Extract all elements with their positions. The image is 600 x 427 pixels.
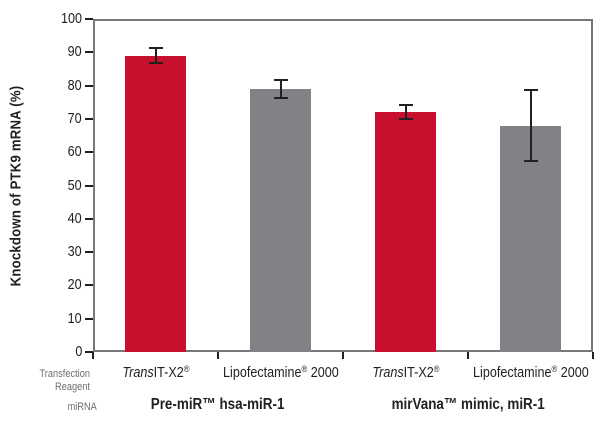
error-bar-line xyxy=(154,48,157,63)
y-axis-tick-label-text: 60 xyxy=(67,143,82,161)
y-axis-tick xyxy=(85,84,93,87)
x-axis-label-text: TransIT-X2® xyxy=(371,364,440,382)
x-axis-tick xyxy=(467,352,469,359)
y-axis-tick-label: 10 xyxy=(36,310,82,328)
x-axis-label-text: Lipofectamine® 2000 xyxy=(222,364,339,382)
y-axis-tick-label: 70 xyxy=(36,110,82,128)
y-axis-tick-label-text: 100 xyxy=(60,10,82,27)
y-axis-tick-label-text: 90 xyxy=(67,43,82,61)
bar xyxy=(375,112,436,352)
y-axis-title: Knockdown of PTK9 mRNA (%) xyxy=(7,85,25,287)
row-label-transfection-reagent: Transfection Reagent xyxy=(0,368,90,394)
x-axis-tick xyxy=(342,352,344,359)
y-axis-tick-label: 60 xyxy=(36,143,82,161)
y-axis-tick xyxy=(85,284,93,287)
error-bar-line xyxy=(404,105,407,120)
y-axis-tick-label-text: 10 xyxy=(67,309,82,327)
y-axis-tick-label: 20 xyxy=(36,276,82,294)
y-axis-tick xyxy=(85,317,93,320)
x-axis-label-text: TransIT-X2® xyxy=(121,364,190,382)
bar xyxy=(125,55,186,352)
x-axis-label: TransIT-X2® xyxy=(331,360,481,382)
error-bar-cap-top xyxy=(523,88,538,91)
error-bar-line xyxy=(279,79,282,98)
y-axis-tick xyxy=(85,117,93,120)
y-axis-tick-label-text: 70 xyxy=(67,109,82,127)
mirna-group-label: Pre-miR™ hsa-miR-1 xyxy=(103,396,333,414)
x-axis-label: TransIT-X2® xyxy=(81,360,231,382)
y-axis-tick xyxy=(85,251,93,254)
row-label-mirna-text: miRNA xyxy=(67,401,97,413)
y-axis-tick-label-text: 40 xyxy=(67,209,82,227)
y-axis-tick-label-text: 20 xyxy=(67,276,82,294)
x-axis-label: Lipofectamine® 2000 xyxy=(456,360,600,382)
error-bar-cap-top xyxy=(398,104,413,107)
error-bar-cap-top xyxy=(273,78,288,81)
y-axis-tick-label-text: 0 xyxy=(74,343,82,360)
error-bar-line xyxy=(529,89,532,162)
mirna-group-label-text: Pre-miR™ hsa-miR-1 xyxy=(151,396,285,413)
y-axis-tick-label: 40 xyxy=(36,210,82,228)
x-axis-tick xyxy=(92,352,94,359)
y-axis-tick xyxy=(85,151,93,154)
y-axis-tick xyxy=(85,217,93,220)
y-axis-tick-label: 90 xyxy=(36,43,82,61)
y-axis-tick-label: 30 xyxy=(36,243,82,261)
y-axis-tick xyxy=(85,351,93,353)
mirna-group-label-text: mirVana™ mimic, miR-1 xyxy=(391,396,545,413)
x-axis-label-text: Lipofectamine® 2000 xyxy=(472,364,589,382)
y-axis-tick xyxy=(85,51,93,54)
bar xyxy=(500,125,561,352)
error-bar-cap-bottom xyxy=(398,118,413,121)
error-bar-cap-top xyxy=(148,47,163,50)
x-axis-label: Lipofectamine® 2000 xyxy=(206,360,356,382)
y-axis-tick-label-text: 80 xyxy=(67,76,82,94)
x-axis-tick xyxy=(592,352,594,359)
y-axis-tick-label: 50 xyxy=(36,177,82,195)
bar xyxy=(250,88,311,352)
y-axis-tick-label: 80 xyxy=(36,77,82,95)
y-axis-tick xyxy=(85,184,93,187)
mirna-group-label: mirVana™ mimic, miR-1 xyxy=(353,396,583,414)
row-label-transfection-reagent-text: Transfection Reagent xyxy=(39,368,90,393)
x-axis-tick xyxy=(217,352,219,359)
row-label-mirna: miRNA xyxy=(0,401,97,414)
y-axis-tick-label: 100 xyxy=(36,10,82,28)
error-bar-cap-bottom xyxy=(148,61,163,64)
y-axis-tick xyxy=(85,18,93,20)
y-axis-tick-label-text: 50 xyxy=(67,176,82,194)
error-bar-cap-bottom xyxy=(523,160,538,163)
y-axis-tick-label-text: 30 xyxy=(67,243,82,261)
error-bar-cap-bottom xyxy=(273,96,288,99)
y-axis-tick-label: 0 xyxy=(36,343,82,361)
